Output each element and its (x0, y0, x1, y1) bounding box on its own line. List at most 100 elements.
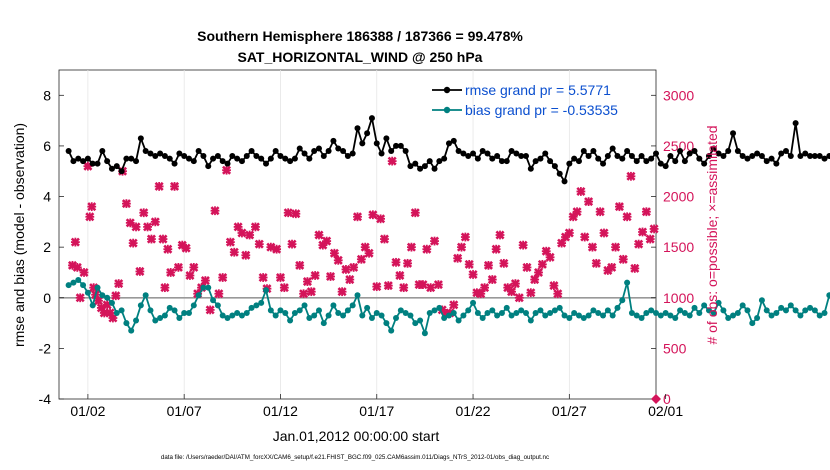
bias-point (190, 302, 197, 309)
obs-point (403, 258, 413, 268)
obs-point (622, 212, 632, 222)
rmse-point (181, 153, 188, 160)
rmse-point (677, 147, 684, 154)
right-tick-label: 500 (663, 340, 687, 356)
bias-point (494, 312, 501, 319)
obs-point (326, 271, 336, 282)
bias-point (739, 302, 746, 309)
rmse-point (113, 163, 120, 170)
rmse-point (802, 150, 809, 157)
rmse-point (349, 150, 356, 157)
obs-point (630, 263, 640, 273)
bias-point (450, 309, 457, 316)
rmse-point (267, 155, 274, 162)
bias-point (523, 309, 530, 316)
bias-point (470, 299, 477, 306)
obs-point (418, 280, 428, 290)
rmse-point (99, 147, 106, 154)
bias-point (238, 312, 245, 319)
obs-point (376, 214, 386, 224)
obs-point (128, 238, 138, 248)
rmse-point (782, 147, 789, 154)
rmse-point (811, 153, 818, 160)
rmse-point (556, 170, 563, 177)
rmse-point (561, 178, 568, 185)
bias-point (672, 315, 679, 322)
obs-point (254, 239, 264, 249)
rmse-point (431, 165, 438, 172)
obs-point (576, 186, 586, 196)
rmse-point (421, 163, 428, 170)
obs-point (299, 289, 309, 299)
bias-point (498, 309, 505, 316)
bias-point (133, 317, 140, 324)
bias-point (662, 309, 669, 316)
obs-point (480, 283, 490, 293)
bias-point (648, 307, 655, 314)
rmse-point (243, 153, 250, 160)
obs-point (200, 276, 210, 286)
obs-point (534, 267, 544, 277)
obs-point (163, 244, 173, 254)
rmse-point (494, 153, 501, 160)
bias-point (70, 279, 77, 286)
bias-point (802, 307, 809, 314)
obs-point (614, 202, 624, 212)
rmse-point (417, 165, 424, 172)
rmse-point (104, 158, 111, 165)
bias-point (600, 312, 607, 319)
rmse-point (229, 153, 236, 160)
left-tick-label: -2 (39, 340, 52, 356)
obs-point (607, 262, 617, 272)
rmse-point (686, 150, 693, 157)
rmse-point (672, 158, 679, 165)
bias-point (787, 302, 794, 309)
right-tick-label: 0 (663, 391, 671, 407)
bias-point (575, 312, 582, 319)
rmse-point (315, 145, 322, 152)
bias-point (258, 299, 265, 306)
bias-point (263, 287, 270, 294)
obs-point (433, 280, 443, 290)
bias-point (474, 309, 481, 316)
rmse-point (734, 147, 741, 154)
rmse-point (282, 155, 289, 162)
bias-point (778, 304, 785, 311)
obs-point (526, 288, 536, 298)
bias-point (686, 312, 693, 319)
rmse-point (258, 155, 265, 162)
bias-point (229, 312, 236, 319)
bias-point (248, 304, 255, 311)
rmse-point (633, 158, 640, 165)
obs-point (549, 281, 559, 291)
left-axis-label: rmse and bias (model - observation) (11, 123, 27, 347)
bias-point (479, 315, 486, 322)
bias-point (426, 309, 433, 316)
obs-point (272, 244, 282, 254)
obs-point (79, 267, 89, 277)
rmse-point (667, 153, 674, 160)
bias-point (75, 277, 82, 284)
bias-point (157, 315, 164, 322)
obs-point (410, 208, 420, 218)
obs-point (111, 291, 121, 301)
bias-point (734, 309, 741, 316)
bias-point (763, 307, 770, 314)
rmse-point (80, 158, 87, 165)
right-tick-label: 2000 (663, 189, 694, 205)
rmse-point (619, 155, 626, 162)
rmse-point (373, 140, 380, 147)
bias-point (826, 292, 830, 299)
left-axis: -4 -2 0 2 4 6 8 (39, 87, 64, 407)
legend-rmse-marker (443, 86, 451, 94)
rmse-point (152, 153, 159, 160)
rmse-point (65, 147, 72, 154)
bias-point (128, 327, 135, 334)
bias-point (773, 309, 780, 316)
bias-point (393, 315, 400, 322)
rmse-point (614, 153, 621, 160)
rmse-point (89, 160, 96, 167)
bias-point (436, 304, 443, 311)
bias-point (335, 309, 342, 316)
rmse-point (426, 158, 433, 165)
